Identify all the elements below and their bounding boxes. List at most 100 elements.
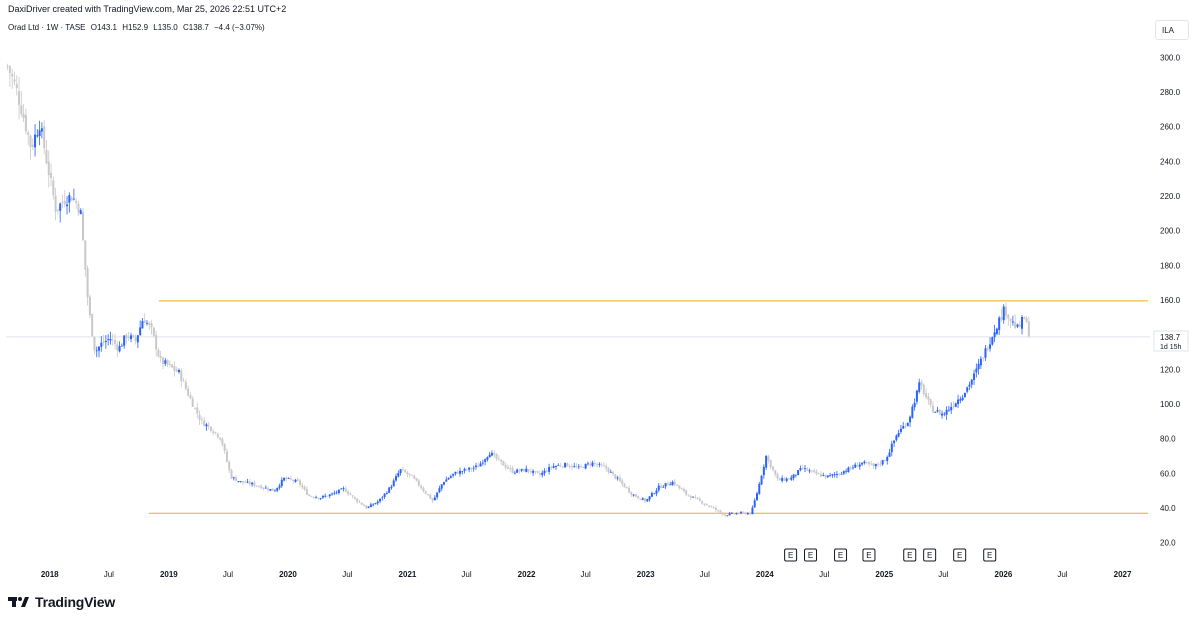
candle (27, 130, 30, 146)
candle (536, 470, 539, 474)
time-axis[interactable]: 2018 Jul 2019 Jul 2020 Jul 2021 Jul 2022 Jul 2023 J… (41, 570, 1132, 579)
candle (886, 455, 889, 465)
svg-text:E: E (927, 551, 932, 560)
candle (545, 468, 548, 473)
candle (429, 493, 432, 500)
time-tick-label: Jul (819, 570, 829, 579)
candle (436, 492, 439, 500)
candle (438, 485, 441, 494)
candle (376, 499, 379, 506)
candle (899, 424, 902, 434)
candle (458, 467, 461, 477)
candle (301, 482, 304, 490)
currency-button[interactable]: ILA (1155, 20, 1189, 40)
candle (552, 463, 555, 469)
candle (701, 500, 704, 505)
candle (388, 486, 391, 494)
candle (714, 506, 717, 513)
candle (881, 459, 884, 466)
candle (369, 502, 372, 508)
candle (166, 359, 169, 368)
time-tick-label: Jul (700, 570, 710, 579)
candle (72, 188, 75, 201)
candle (468, 467, 471, 473)
candle (694, 494, 697, 499)
candle (794, 474, 797, 478)
candle (797, 469, 800, 476)
candle (726, 515, 729, 517)
candle (666, 481, 669, 486)
candle (525, 465, 528, 473)
earnings-marker[interactable]: E (923, 548, 937, 562)
candle (175, 366, 178, 373)
candle (712, 506, 715, 509)
candle (358, 499, 361, 504)
candle (331, 492, 334, 496)
earnings-marker[interactable]: E (804, 548, 818, 562)
candle (481, 459, 484, 466)
candle (379, 498, 382, 504)
candle (182, 377, 185, 382)
candle (614, 473, 617, 480)
candle (246, 478, 249, 484)
candle (657, 483, 660, 493)
time-tick-label: 2018 (41, 570, 59, 579)
candle (454, 471, 457, 476)
candle (456, 469, 459, 475)
price-axis[interactable]: 20.040.060.080.0100.0120.0140.0160.0180.… (1160, 53, 1181, 547)
candle (751, 505, 754, 515)
time-tick-label: 2025 (875, 570, 893, 579)
candle (529, 468, 532, 475)
candle (922, 383, 925, 397)
candle (196, 402, 199, 419)
candle (40, 122, 43, 139)
footer-brand[interactable]: TradingView (8, 594, 115, 610)
candle (692, 496, 695, 498)
candle (817, 472, 820, 475)
countdown-label: 1d 15h (1160, 344, 1182, 351)
candle (490, 450, 493, 457)
candle (472, 465, 475, 472)
candle (420, 483, 423, 490)
candle (1007, 313, 1010, 326)
candle (600, 461, 603, 467)
candle (602, 462, 605, 468)
candle (20, 91, 23, 117)
candle (929, 398, 932, 408)
earnings-marker[interactable]: E (784, 548, 798, 562)
candle (671, 480, 674, 486)
candle (43, 120, 46, 155)
candle (840, 471, 843, 475)
candle (463, 467, 466, 474)
candle (294, 478, 297, 483)
candle (509, 465, 512, 472)
candle (132, 334, 135, 338)
candle (390, 484, 393, 490)
earnings-marker[interactable]: E (903, 548, 917, 562)
candle (538, 470, 541, 478)
candle (810, 470, 813, 474)
candle (799, 465, 802, 472)
candle (831, 473, 834, 478)
time-tick-label: Jul (581, 570, 591, 579)
candle (543, 468, 546, 476)
candle (125, 333, 128, 344)
candle (554, 465, 557, 470)
earnings-marker[interactable]: E (983, 548, 997, 562)
symbol-name[interactable]: Orad Ltd · 1W · TASE (8, 23, 86, 32)
candle (915, 389, 918, 405)
candle (653, 492, 656, 495)
earnings-marker[interactable]: E (834, 548, 848, 562)
candle (134, 334, 137, 345)
earnings-marker[interactable]: E (953, 548, 967, 562)
candle (102, 334, 105, 346)
candle (959, 396, 962, 404)
earnings-marker[interactable]: E (862, 548, 876, 562)
candle (740, 511, 743, 515)
ohlc-change: −4.4 (−3.07%) (214, 23, 265, 32)
candle (936, 406, 939, 413)
candle (1002, 304, 1005, 324)
candle (452, 473, 455, 478)
candle (145, 320, 148, 326)
